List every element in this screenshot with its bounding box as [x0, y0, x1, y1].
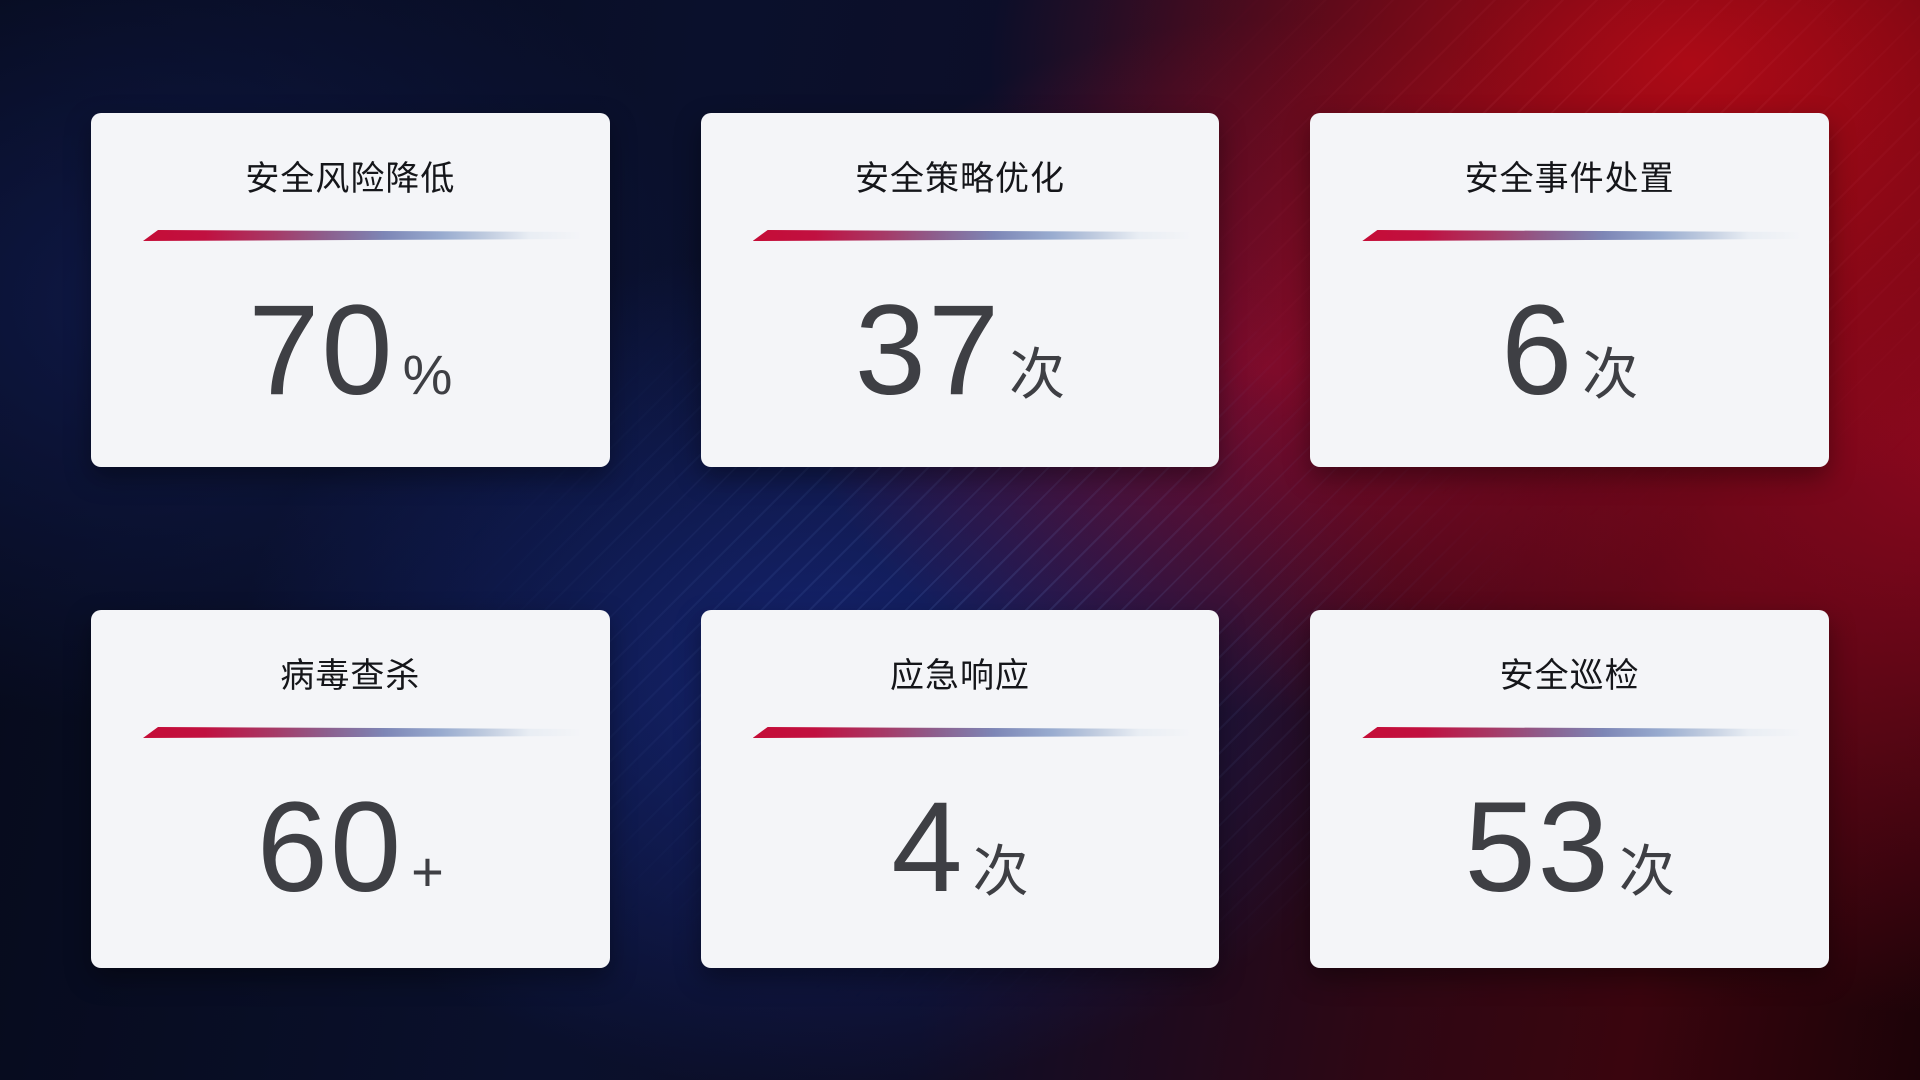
card-title: 安全策略优化 [854, 160, 1065, 198]
stat-value-row: 4 次 [701, 784, 1220, 912]
gradient-divider [1362, 727, 1801, 738]
stat-value-row: 37 次 [701, 287, 1220, 415]
gradient-divider [1362, 230, 1801, 241]
card-title: 安全事件处置 [1464, 160, 1675, 198]
card-title: 病毒查杀 [280, 657, 421, 695]
gradient-divider [143, 727, 582, 738]
stat-unit: % [402, 343, 453, 406]
card-title: 应急响应 [889, 657, 1030, 695]
stat-card-risk-reduction: 安全风险降低 70 % [91, 113, 610, 467]
card-title: 安全巡检 [1499, 657, 1640, 695]
stat-card-security-inspection: 安全巡检 53 次 [1310, 610, 1829, 968]
stat-unit: 次 [972, 840, 1029, 903]
stat-card-emergency-response: 应急响应 4 次 [700, 610, 1220, 968]
stat-card-incident-handling: 安全事件处置 6 次 [1310, 113, 1829, 467]
stat-card-virus-scan: 病毒查杀 60 + [91, 610, 610, 968]
card-title: 安全风险降低 [245, 160, 456, 198]
stat-value-row: 70 % [91, 287, 610, 415]
gradient-divider [752, 230, 1192, 241]
stat-value: 37 [854, 279, 1002, 422]
stat-unit: + [411, 840, 444, 903]
stat-card-policy-optimization: 安全策略优化 37 次 [700, 113, 1220, 467]
stat-value: 70 [248, 279, 395, 422]
stat-value-row: 6 次 [1310, 287, 1829, 415]
gradient-divider [752, 727, 1192, 738]
stat-unit: 次 [1582, 343, 1639, 406]
stat-value: 53 [1464, 776, 1611, 919]
stat-value: 60 [256, 776, 404, 919]
stat-value: 6 [1501, 279, 1575, 422]
gradient-divider [143, 230, 582, 241]
stat-value-row: 60 + [91, 784, 610, 912]
stat-value: 4 [891, 776, 965, 919]
stat-value-row: 53 次 [1310, 784, 1829, 912]
stat-unit: 次 [1618, 840, 1675, 903]
stat-unit: 次 [1009, 343, 1066, 406]
